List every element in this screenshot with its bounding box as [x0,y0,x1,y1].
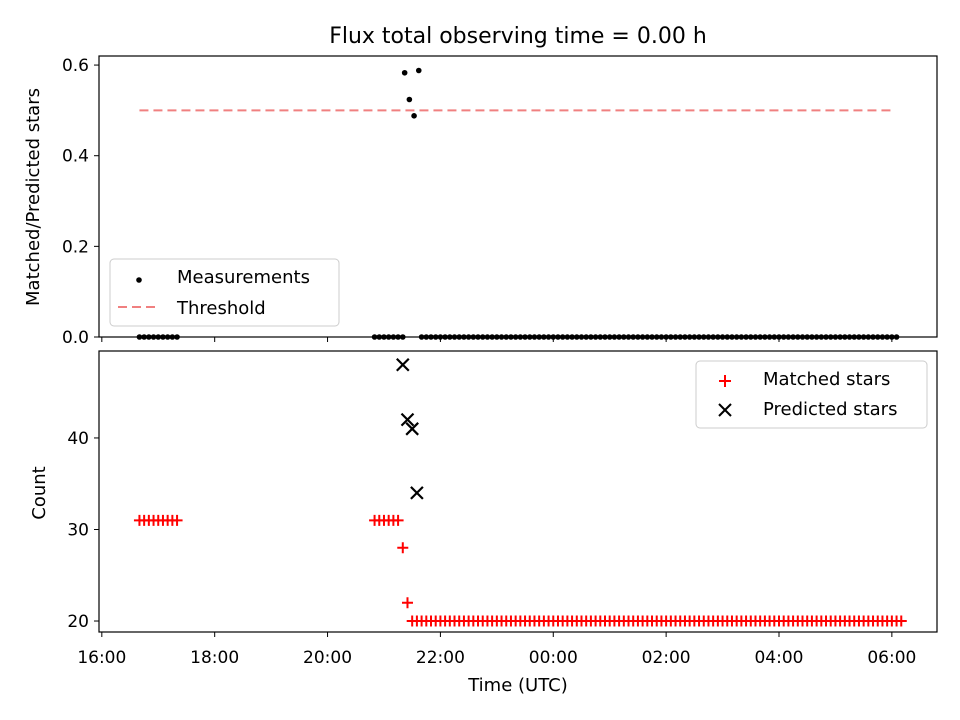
top-y-tick-label: 0.4 [62,147,89,167]
matched-stars-point [397,542,409,554]
x-tick-label: 16:00 [77,648,126,668]
matched-stars-point [392,514,404,526]
predicted-stars-point [396,357,410,372]
bottom-y-axis-label: Count [29,466,50,519]
chart-title: Flux total observing time = 0.00 h [329,24,707,49]
legend-label-threshold: Threshold [176,298,266,319]
bottom-y-ticks: 20 30 40 [67,429,99,632]
bottom-y-tick-label: 20 [67,612,89,632]
bottom-series-layer [133,357,907,627]
measurement-point [406,96,413,103]
bottom-subplot: Count 20 30 40 16:00 18:00 20:00 22:00 00:00 02… [29,350,938,696]
bottom-legend-box [695,360,928,429]
matched-stars-point [401,597,413,609]
top-plot-frame [98,55,938,338]
legend-marker-measurements [136,277,142,283]
x-tick-label: 22:00 [416,648,465,668]
measurement-point [415,67,422,74]
x-tick-label: 20:00 [303,648,352,668]
x-tick-label: 18:00 [190,648,239,668]
legend-label-predicted: Predicted stars [763,399,897,420]
top-series-layer [136,67,900,340]
predicted-stars-point [410,486,424,500]
series-matched-stars [133,514,907,627]
bottom-x-ticks: 16:00 18:00 20:00 22:00 00:00 02:00 04:00 06:00 [77,632,916,668]
predicted-stars-point [400,412,415,427]
legend-label-measurements: Measurements [177,267,310,288]
legend-marker-matched [719,375,731,387]
legend-label-matched: Matched stars [763,369,890,390]
measurement-point [401,69,408,76]
top-y-axis-label: Matched/Predicted stars [23,88,44,306]
series-predicted-stars [396,357,424,500]
top-y-tick-label: 0.2 [62,237,89,257]
bottom-y-tick-label: 40 [67,429,89,449]
top-y-ticks: 0.0 0.2 0.4 0.6 [62,56,99,348]
top-legend: Measurements Threshold [109,258,340,327]
matched-stars-point [171,514,183,526]
series-measurements [136,67,900,340]
bottom-y-tick-label: 30 [67,520,89,540]
measurement-point [411,113,417,119]
bottom-plot-frame [98,350,938,633]
matched-stars-point [895,615,907,627]
x-tick-label: 02:00 [642,648,691,668]
x-tick-label: 00:00 [529,648,578,668]
bottom-legend: Matched stars Predicted stars [695,360,928,429]
top-y-tick-label: 0.0 [62,328,89,348]
legend-marker-predicted [718,403,732,417]
x-axis-label: Time (UTC) [467,675,568,696]
top-legend-box [109,258,340,327]
predicted-stars-point [405,422,419,436]
top-subplot: Matched/Predicted stars 0.0 0.2 0.4 0.6 Mea… [23,55,938,348]
top-y-tick-label: 0.6 [62,56,89,76]
x-tick-label: 04:00 [754,648,803,668]
x-tick-label: 06:00 [867,648,916,668]
